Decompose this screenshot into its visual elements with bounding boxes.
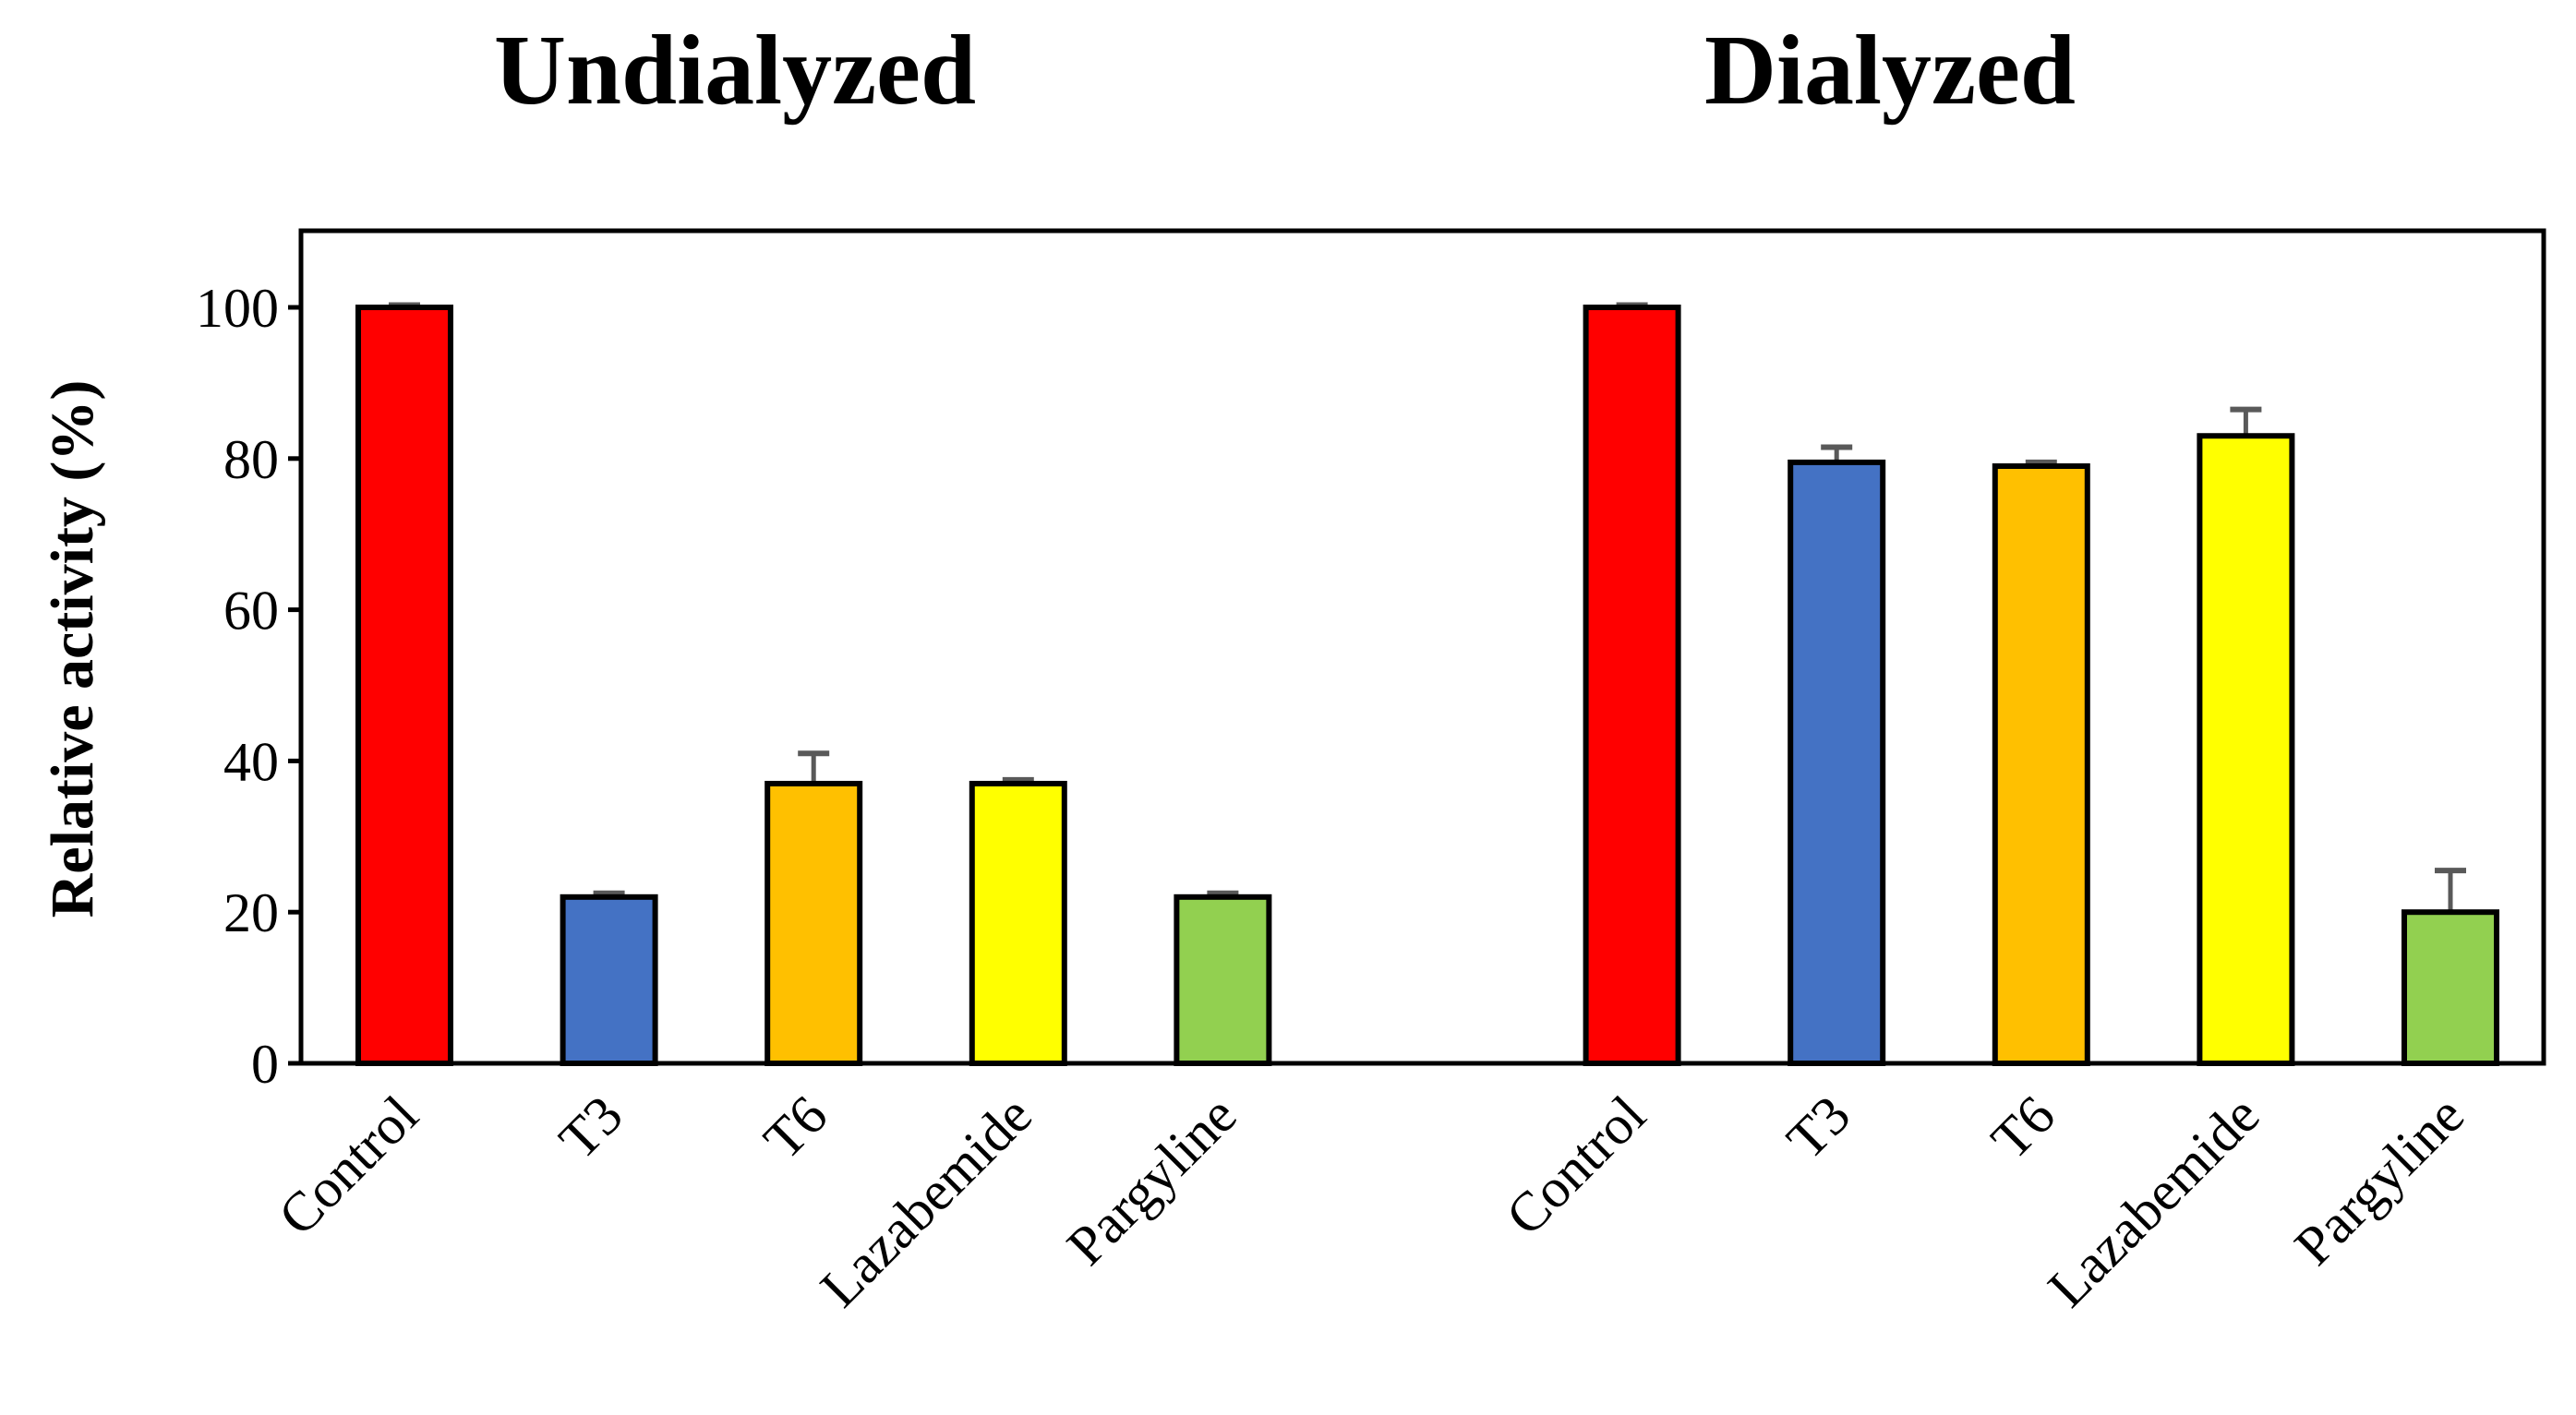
x-tick-label: Lazabemide (809, 1085, 1043, 1319)
y-axis-label: Relative activity (%) (39, 380, 106, 918)
bar-dialyzed-t3 (1788, 459, 1886, 1066)
bar-undialyzed-t6 (764, 780, 863, 1066)
x-tick-label: T6 (752, 1085, 839, 1171)
y-tick-label: 60 (223, 581, 279, 642)
y-tick-label: 20 (223, 882, 279, 943)
plot-frame (298, 228, 2546, 1066)
y-tick-label: 80 (223, 429, 279, 490)
x-tick-label: Lazabemide (2037, 1085, 2271, 1319)
x-tick-label: T3 (548, 1085, 634, 1171)
x-tick-label: T3 (1776, 1085, 1862, 1171)
y-tick-label: 0 (251, 1034, 279, 1095)
x-tick-label: Control (1494, 1085, 1656, 1247)
bar-dialyzed-t6 (1992, 462, 2090, 1066)
x-tick-label: Pargyline (1055, 1085, 1248, 1277)
bar-dialyzed-pargyline (2401, 909, 2499, 1067)
y-tick-label: 100 (196, 278, 279, 339)
bar-undialyzed-control (355, 305, 453, 1066)
y-tick-label: 40 (223, 731, 279, 792)
x-tick-label: Pargyline (2283, 1085, 2476, 1277)
bar-undialyzed-t3 (560, 893, 658, 1066)
bar-undialyzed-lazabemide (969, 780, 1067, 1066)
bar-undialyzed-pargyline (1174, 893, 1272, 1066)
x-tick-label: Control (267, 1085, 429, 1247)
bar-dialyzed-control (1583, 305, 1681, 1066)
bar-dialyzed-lazabemide (2197, 433, 2295, 1067)
x-tick-label: T6 (1980, 1085, 2066, 1171)
panel-title-undialyzed: Undialyzed (494, 16, 976, 126)
panel-title-dialyzed: Dialyzed (1704, 16, 2076, 126)
